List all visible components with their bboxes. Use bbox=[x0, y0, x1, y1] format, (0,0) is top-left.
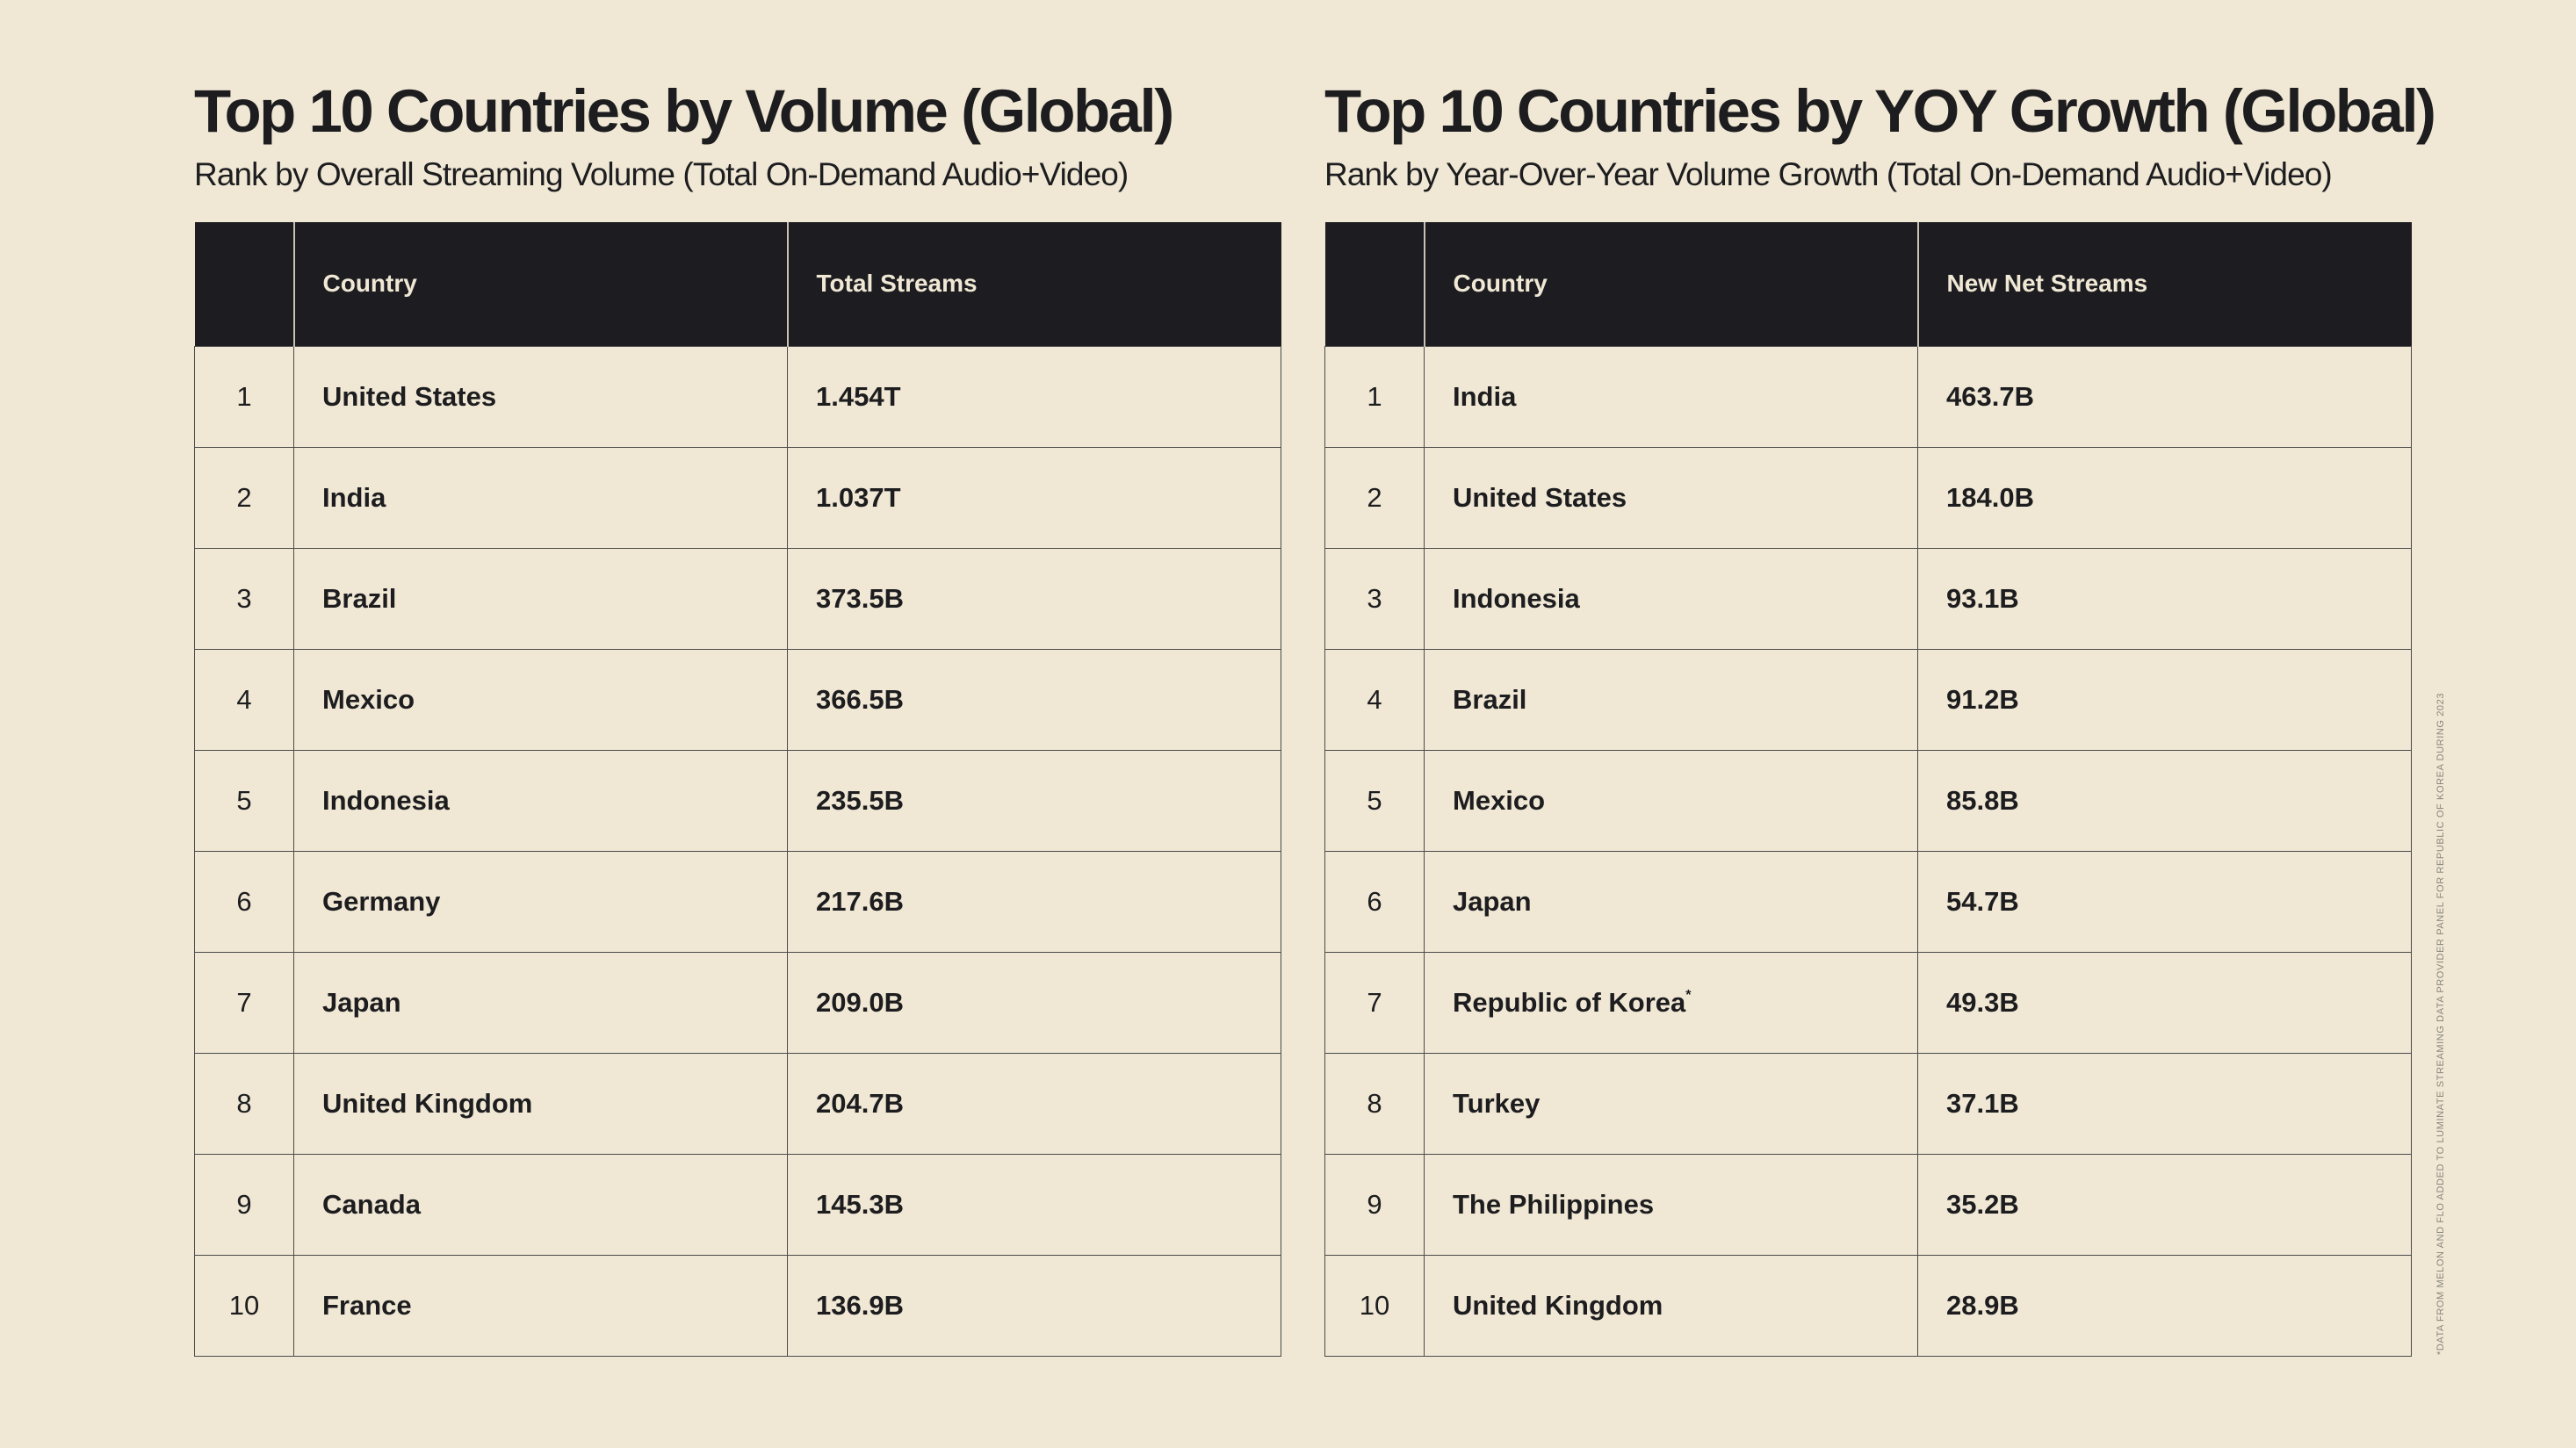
table-header-row: Country Total Streams bbox=[194, 222, 1281, 346]
growth-subtitle: Rank by Year-Over-Year Volume Growth (To… bbox=[1324, 156, 2333, 192]
table-row: 6 Germany 217.6B bbox=[194, 850, 1281, 953]
rank-cell: 10 bbox=[1324, 1254, 1425, 1357]
rank-cell: 4 bbox=[194, 648, 294, 751]
country-column-header: Country bbox=[1423, 222, 1918, 346]
country-cell: India bbox=[1424, 345, 1918, 448]
country-cell: Republic of Korea* bbox=[1424, 951, 1918, 1054]
rank-cell: 5 bbox=[194, 749, 294, 852]
country-cell: Canada bbox=[293, 1153, 788, 1256]
rank-cell: 4 bbox=[1324, 648, 1425, 751]
rank-cell: 5 bbox=[1324, 749, 1425, 852]
new-net-streams-cell: 184.0B bbox=[1917, 446, 2412, 549]
rank-cell: 1 bbox=[194, 345, 294, 448]
new-net-streams-cell: 91.2B bbox=[1917, 648, 2412, 751]
rank-cell: 7 bbox=[194, 951, 294, 1054]
country-cell: Mexico bbox=[1424, 749, 1918, 852]
country-cell: Japan bbox=[293, 951, 788, 1054]
total-streams-cell: 204.7B bbox=[787, 1052, 1281, 1155]
rank-column-header bbox=[194, 222, 294, 346]
country-cell: Japan bbox=[1424, 850, 1918, 953]
table-row: 4 Brazil 91.2B bbox=[1324, 648, 2412, 751]
rank-cell: 8 bbox=[1324, 1052, 1425, 1155]
table-row: 10 United Kingdom 28.9B bbox=[1324, 1254, 2412, 1357]
total-streams-cell: 235.5B bbox=[787, 749, 1281, 852]
rank-cell: 7 bbox=[1324, 951, 1425, 1054]
total-streams-cell: 366.5B bbox=[787, 648, 1281, 751]
table-row: 3 Indonesia 93.1B bbox=[1324, 547, 2412, 650]
table-row: 8 Turkey 37.1B bbox=[1324, 1052, 2412, 1155]
table-row: 1 United States 1.454T bbox=[194, 345, 1281, 448]
rank-cell: 6 bbox=[194, 850, 294, 953]
country-cell: Indonesia bbox=[293, 749, 788, 852]
new-net-streams-cell: 35.2B bbox=[1917, 1153, 2412, 1256]
rank-cell: 3 bbox=[194, 547, 294, 650]
rank-cell: 9 bbox=[1324, 1153, 1425, 1256]
table-row: 8 United Kingdom 204.7B bbox=[194, 1052, 1281, 1155]
country-cell: United States bbox=[293, 345, 788, 448]
rank-cell: 10 bbox=[194, 1254, 294, 1357]
volume-table: Country Total Streams 1 United States 1.… bbox=[194, 222, 1281, 1357]
country-cell: United States bbox=[1424, 446, 1918, 549]
country-cell: Indonesia bbox=[1424, 547, 1918, 650]
growth-table: Country New Net Streams 1 India 463.7B 2… bbox=[1324, 222, 2412, 1357]
country-name: Republic of Korea bbox=[1453, 986, 1686, 1018]
country-cell: Brazil bbox=[293, 547, 788, 650]
table-row: 7 Republic of Korea* 49.3B bbox=[1324, 951, 2412, 1054]
country-cell: Mexico bbox=[293, 648, 788, 751]
total-streams-cell: 145.3B bbox=[787, 1153, 1281, 1256]
table-row: 3 Brazil 373.5B bbox=[194, 547, 1281, 650]
table-row: 1 India 463.7B bbox=[1324, 345, 2412, 448]
table-row: 5 Mexico 85.8B bbox=[1324, 749, 2412, 852]
country-cell: The Philippines bbox=[1424, 1153, 1918, 1256]
table-row: 9 The Philippines 35.2B bbox=[1324, 1153, 2412, 1256]
table-row: 4 Mexico 366.5B bbox=[194, 648, 1281, 751]
korea-data-footnote: *DATA FROM MELON AND FLO ADDED TO LUMINA… bbox=[2435, 692, 2446, 1355]
table-row: 2 India 1.037T bbox=[194, 446, 1281, 549]
total-streams-cell: 1.454T bbox=[787, 345, 1281, 448]
rank-cell: 6 bbox=[1324, 850, 1425, 953]
rank-cell: 8 bbox=[194, 1052, 294, 1155]
table-row: 10 France 136.9B bbox=[194, 1254, 1281, 1357]
volume-title: Top 10 Countries by Volume (Global) bbox=[194, 77, 1174, 145]
total-streams-cell: 209.0B bbox=[787, 951, 1281, 1054]
new-net-streams-cell: 54.7B bbox=[1917, 850, 2412, 953]
table-header-row: Country New Net Streams bbox=[1324, 222, 2412, 346]
country-cell: India bbox=[293, 446, 788, 549]
country-cell: Turkey bbox=[1424, 1052, 1918, 1155]
rank-cell: 1 bbox=[1324, 345, 1425, 448]
table-row: 7 Japan 209.0B bbox=[194, 951, 1281, 1054]
new-net-streams-cell: 28.9B bbox=[1917, 1254, 2412, 1357]
total-streams-cell: 217.6B bbox=[787, 850, 1281, 953]
country-cell: Germany bbox=[293, 850, 788, 953]
rank-cell: 3 bbox=[1324, 547, 1425, 650]
rank-cell: 2 bbox=[1324, 446, 1425, 549]
country-cell: United Kingdom bbox=[293, 1052, 788, 1155]
rank-column-header bbox=[1324, 222, 1425, 346]
rank-cell: 2 bbox=[194, 446, 294, 549]
country-cell: United Kingdom bbox=[1424, 1254, 1918, 1357]
new-net-streams-cell: 93.1B bbox=[1917, 547, 2412, 650]
country-cell: Brazil bbox=[1424, 648, 1918, 751]
new-net-streams-cell: 463.7B bbox=[1917, 345, 2412, 448]
table-row: 5 Indonesia 235.5B bbox=[194, 749, 1281, 852]
total-streams-column-header: Total Streams bbox=[786, 222, 1281, 346]
total-streams-cell: 373.5B bbox=[787, 547, 1281, 650]
footnote-marker: * bbox=[1685, 987, 1692, 1003]
new-net-streams-cell: 85.8B bbox=[1917, 749, 2412, 852]
table-row: 6 Japan 54.7B bbox=[1324, 850, 2412, 953]
total-streams-cell: 1.037T bbox=[787, 446, 1281, 549]
new-net-streams-column-header: New Net Streams bbox=[1916, 222, 2412, 346]
new-net-streams-cell: 49.3B bbox=[1917, 951, 2412, 1054]
rank-cell: 9 bbox=[194, 1153, 294, 1256]
volume-subtitle: Rank by Overall Streaming Volume (Total … bbox=[194, 156, 1129, 192]
growth-title: Top 10 Countries by YOY Growth (Global) bbox=[1324, 77, 2436, 145]
table-row: 2 United States 184.0B bbox=[1324, 446, 2412, 549]
table-row: 9 Canada 145.3B bbox=[194, 1153, 1281, 1256]
country-column-header: Country bbox=[292, 222, 788, 346]
total-streams-cell: 136.9B bbox=[787, 1254, 1281, 1357]
country-cell: France bbox=[293, 1254, 788, 1357]
new-net-streams-cell: 37.1B bbox=[1917, 1052, 2412, 1155]
